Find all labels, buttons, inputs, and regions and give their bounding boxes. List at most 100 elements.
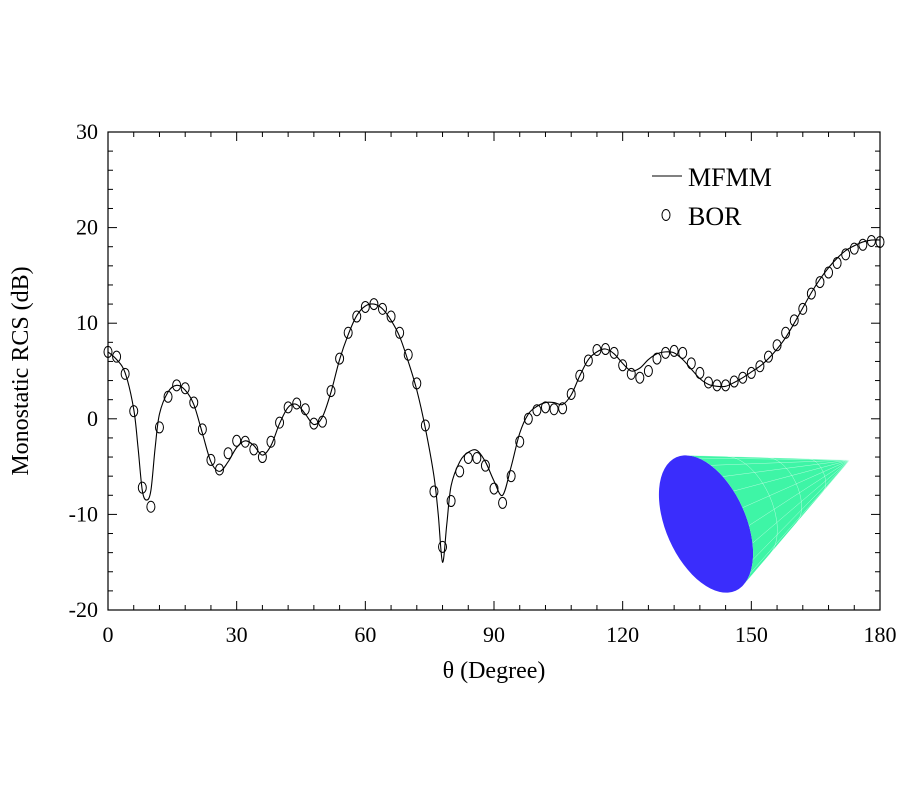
data-point-bor (326, 385, 336, 398)
data-point-bor (446, 495, 456, 508)
data-point-bor (429, 485, 439, 498)
legend-marker-swatch-bor (661, 209, 671, 221)
cone-mesh-ring (768, 457, 802, 523)
data-point-bor (678, 346, 688, 359)
data-point-bor (746, 366, 756, 379)
data-point-bor (377, 302, 387, 315)
y-tick-label: 20 (76, 215, 98, 240)
data-point-bor (137, 481, 147, 494)
data-point-bor (575, 369, 585, 382)
data-point-bor (480, 459, 490, 472)
data-point-bor (420, 419, 430, 432)
y-axis-title: Monostatic RCS (dB) (8, 266, 34, 475)
data-point-bor (129, 405, 139, 418)
legend-label-mfmm: MFMM (688, 163, 772, 192)
data-point-bor (781, 326, 791, 339)
cone-mesh-line (686, 455, 851, 461)
data-point-bor (206, 453, 216, 466)
data-point-bor (618, 359, 628, 372)
data-point-bor (583, 354, 593, 367)
data-point-bor (369, 298, 379, 311)
data-point-bor (738, 371, 748, 384)
x-axis-tick-labels: 0 30 60 90 120 150 180 (103, 622, 897, 647)
data-point-bor (806, 287, 816, 300)
data-point-bor (798, 302, 808, 315)
x-tick-label: 150 (735, 622, 768, 647)
data-point-bor (515, 435, 525, 448)
x-tick-label: 180 (864, 622, 897, 647)
data-point-bor (463, 451, 473, 464)
data-point-bor (661, 346, 671, 359)
cone-base (658, 455, 754, 593)
x-tick-label: 120 (606, 622, 639, 647)
data-point-bor (309, 417, 319, 430)
x-tick-label: 60 (354, 622, 376, 647)
data-point-bor (283, 401, 293, 414)
data-point-bor (292, 397, 302, 410)
x-tick-label: 0 (103, 622, 114, 647)
data-point-bor (112, 350, 122, 363)
data-point-bor (343, 326, 353, 339)
y-tick-label: -10 (69, 501, 98, 526)
legend: MFMM BOR (652, 163, 772, 231)
data-point-bor (549, 403, 559, 416)
data-point-bor (712, 379, 722, 392)
cone-mesh-ring (809, 458, 827, 492)
data-point-bor (412, 377, 422, 390)
plot-frame (107, 131, 881, 611)
data-point-bor (266, 435, 276, 448)
data-point-bor (815, 276, 825, 289)
data-point-bor (729, 375, 739, 388)
data-point-bor (763, 350, 773, 363)
y-tick-label: 0 (87, 406, 98, 431)
series-layer (103, 234, 885, 563)
cone-mesh-icon (658, 455, 851, 593)
data-point-bor (395, 326, 405, 339)
data-point-bor (558, 402, 568, 415)
data-point-bor (506, 470, 516, 483)
data-point-bor (824, 266, 834, 279)
data-point-bor (695, 366, 705, 379)
data-point-bor (189, 396, 199, 409)
series-line-mfmm (107, 239, 881, 563)
data-point-bor (163, 390, 173, 403)
legend-label-bor: BOR (688, 202, 742, 231)
data-point-bor (755, 360, 765, 373)
data-point-bor (609, 346, 619, 359)
data-point-bor (403, 348, 413, 361)
data-point-bor (223, 447, 233, 460)
data-point-bor (566, 387, 576, 400)
data-point-bor (240, 435, 250, 448)
cone-side (686, 455, 850, 585)
data-point-bor (498, 496, 508, 509)
data-point-bor (832, 256, 842, 269)
y-tick-label: 10 (76, 310, 98, 335)
data-point-bor (438, 540, 448, 553)
data-point-bor (703, 376, 713, 389)
data-point-bor (772, 339, 782, 352)
data-point-bor (669, 344, 679, 357)
data-point-bor (626, 367, 636, 380)
data-point-bor (472, 451, 482, 464)
y-axis-tick-labels: -20 -10 0 10 20 30 (69, 119, 98, 622)
x-axis-title: θ (Degree) (443, 658, 546, 684)
data-point-bor (215, 463, 225, 476)
cone-mesh-ring (727, 456, 778, 554)
data-point-bor (523, 412, 533, 425)
data-point-bor (686, 357, 696, 370)
data-point-bor (120, 367, 130, 380)
data-point-bor (455, 465, 465, 478)
data-point-bor (721, 379, 731, 392)
x-tick-label: 90 (483, 622, 505, 647)
data-point-bor (257, 451, 267, 464)
data-point-bor (386, 310, 396, 323)
data-point-bor (154, 421, 164, 434)
x-axis-ticks (107, 132, 881, 610)
data-point-bor (489, 482, 499, 495)
data-point-bor (789, 314, 799, 327)
data-point-bor (643, 365, 653, 377)
cone-mesh-line (743, 459, 851, 585)
data-point-bor (601, 343, 611, 356)
data-point-bor (146, 500, 156, 513)
